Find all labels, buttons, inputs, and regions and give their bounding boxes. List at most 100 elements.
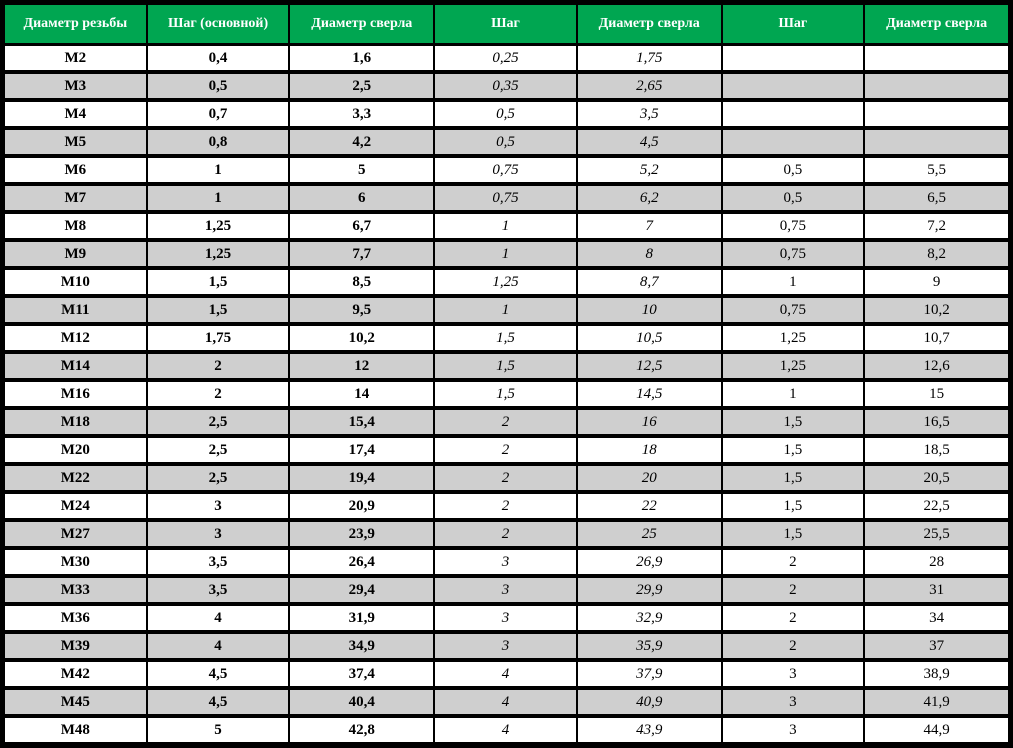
table-cell: M22 (4, 464, 147, 492)
table-cell: 2,5 (147, 436, 290, 464)
table-row: M24320,92221,522,5 (4, 492, 1009, 520)
table-cell: M18 (4, 408, 147, 436)
table-row: M454,540,4440,9341,9 (4, 688, 1009, 716)
table-cell: 4,5 (147, 660, 290, 688)
table-cell: M4 (4, 100, 147, 128)
table-cell: M39 (4, 632, 147, 660)
table-cell: M8 (4, 212, 147, 240)
table-cell: 0,35 (434, 72, 577, 100)
table-cell: M24 (4, 492, 147, 520)
table-cell: 2 (147, 352, 290, 380)
table-row: M50,84,20,54,5 (4, 128, 1009, 156)
table-cell: 3 (434, 632, 577, 660)
table-cell: 15,4 (289, 408, 434, 436)
table-cell: 2 (434, 436, 577, 464)
table-cell: 1,25 (147, 212, 290, 240)
table-cell: 2,5 (289, 72, 434, 100)
table-cell: M6 (4, 156, 147, 184)
table-cell: 16,5 (864, 408, 1009, 436)
table-cell: 22,5 (864, 492, 1009, 520)
col-header: Диаметр сверла (577, 4, 722, 44)
table-cell: 20,9 (289, 492, 434, 520)
table-cell: 6,7 (289, 212, 434, 240)
table-cell: 19,4 (289, 464, 434, 492)
table-cell: 5,2 (577, 156, 722, 184)
table-cell: 9,5 (289, 296, 434, 324)
table-row: M333,529,4329,9231 (4, 576, 1009, 604)
table-cell: 3,5 (147, 576, 290, 604)
table-cell: 20,5 (864, 464, 1009, 492)
table-cell: 3 (434, 576, 577, 604)
table-cell: 0,4 (147, 44, 290, 72)
table-body: M20,41,60,251,75M30,52,50,352,65M40,73,3… (4, 44, 1009, 744)
table-cell: 3 (147, 492, 290, 520)
table-row: M48542,8443,9344,9 (4, 716, 1009, 744)
table-cell: 0,7 (147, 100, 290, 128)
table-cell: 1,5 (722, 492, 865, 520)
table-cell: 31,9 (289, 604, 434, 632)
table-cell: 6 (289, 184, 434, 212)
table-cell: 10 (577, 296, 722, 324)
table-cell: 0,75 (434, 156, 577, 184)
table-cell: M7 (4, 184, 147, 212)
table-row: M36431,9332,9234 (4, 604, 1009, 632)
table-row: M142121,512,51,2512,6 (4, 352, 1009, 380)
table-cell: 37 (864, 632, 1009, 660)
table-cell: M36 (4, 604, 147, 632)
table-cell: 1 (434, 212, 577, 240)
table-cell: 3 (434, 604, 577, 632)
table-cell: 14,5 (577, 380, 722, 408)
col-header: Шаг (722, 4, 865, 44)
table-cell: 0,75 (722, 212, 865, 240)
table-cell: 0,5 (434, 128, 577, 156)
table-cell: 23,9 (289, 520, 434, 548)
table-cell: 0,8 (147, 128, 290, 156)
table-cell: 1 (722, 380, 865, 408)
table-cell: 0,25 (434, 44, 577, 72)
table-cell: 26,9 (577, 548, 722, 576)
table-cell: M33 (4, 576, 147, 604)
table-cell: 6,2 (577, 184, 722, 212)
table-row: M6150,755,20,55,5 (4, 156, 1009, 184)
table-cell: 1,5 (722, 520, 865, 548)
table-row: M20,41,60,251,75 (4, 44, 1009, 72)
table-cell (864, 44, 1009, 72)
table-cell: 34 (864, 604, 1009, 632)
table-cell: 29,9 (577, 576, 722, 604)
table-cell (864, 100, 1009, 128)
table-row: M101,58,51,258,719 (4, 268, 1009, 296)
table-cell: 37,9 (577, 660, 722, 688)
table-cell: 29,4 (289, 576, 434, 604)
table-cell: 2 (722, 604, 865, 632)
table-cell: 26,4 (289, 548, 434, 576)
table-cell: 7 (577, 212, 722, 240)
table-cell: 3 (147, 520, 290, 548)
table-cell: 7,2 (864, 212, 1009, 240)
table-cell: 25 (577, 520, 722, 548)
table-cell: 5 (289, 156, 434, 184)
thread-drill-table: Диаметр резьбы Шаг (основной) Диаметр св… (4, 4, 1009, 744)
table-cell: 0,5 (722, 184, 865, 212)
table-cell: 1,5 (722, 408, 865, 436)
table-cell: 1 (722, 268, 865, 296)
table-cell: 38,9 (864, 660, 1009, 688)
table-row: M111,59,51100,7510,2 (4, 296, 1009, 324)
table-row: M202,517,42181,518,5 (4, 436, 1009, 464)
table-row: M81,256,7170,757,2 (4, 212, 1009, 240)
table-row: M39434,9335,9237 (4, 632, 1009, 660)
table-cell: M11 (4, 296, 147, 324)
table-cell: M20 (4, 436, 147, 464)
table-cell: 0,75 (434, 184, 577, 212)
col-header: Шаг (434, 4, 577, 44)
table-cell: 43,9 (577, 716, 722, 744)
table-cell: 1,5 (147, 296, 290, 324)
table-row: M7160,756,20,56,5 (4, 184, 1009, 212)
table-cell: 40,4 (289, 688, 434, 716)
table-cell: 0,75 (722, 240, 865, 268)
table-row: M121,7510,21,510,51,2510,7 (4, 324, 1009, 352)
table-cell: 17,4 (289, 436, 434, 464)
table-cell: 18 (577, 436, 722, 464)
table-cell: 1,75 (577, 44, 722, 72)
table-cell: 8 (577, 240, 722, 268)
table-cell: 1,6 (289, 44, 434, 72)
